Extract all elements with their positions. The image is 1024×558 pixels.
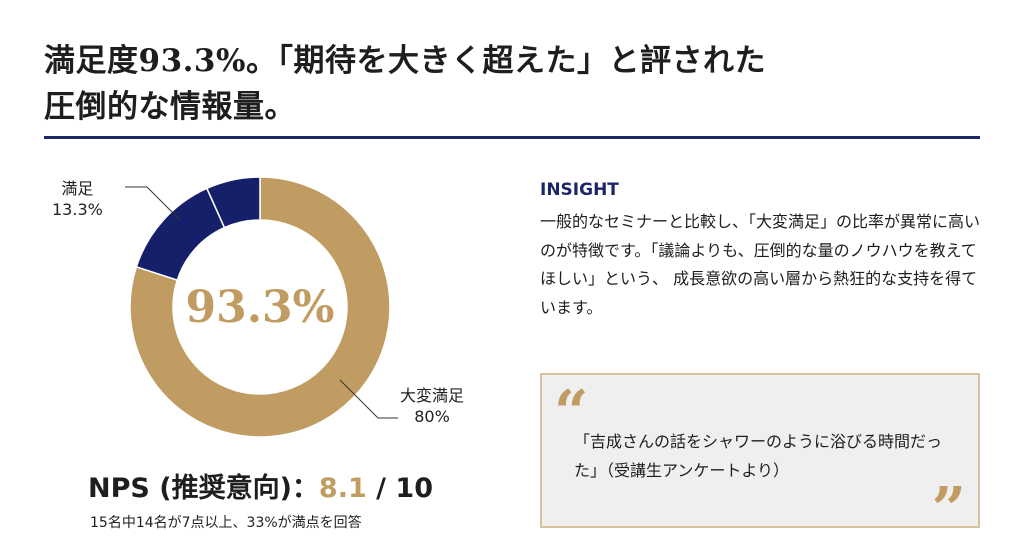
open-quote-icon: “ [554, 378, 589, 448]
nps-score: NPS (推奨意向)：8.1 / 10 [88, 466, 433, 505]
nps-value: 8.1 [318, 473, 367, 504]
nps-max: / 10 [366, 473, 433, 504]
nps-note: 15名中14名が7点以上、33%が満点を回答 [90, 515, 362, 531]
testimonial-box: “ 「吉成さんの話をシャワーのように浴びる時間だった」（受講生アンケートより） … [540, 373, 980, 540]
insight-body: 一般的なセミナーと比較し、「大変満足」の比率が異常に高いのが特徴です。「議論より… [540, 212, 981, 317]
title-line-2: 圧倒的な情報量。 [44, 89, 296, 125]
slice-value: 80% [414, 407, 450, 426]
close-quote-icon: ” [931, 475, 966, 545]
donut-slice-2 [205, 176, 261, 229]
leader-line-very-satisfied [339, 379, 398, 419]
title-line-1: 満足度93.3%。「期待を大きく超えた」と評された [44, 43, 766, 79]
nps-label: NPS (推奨意向)： [88, 473, 319, 504]
donut-slice-0 [129, 176, 391, 438]
slice-label-satisfied: 満足 13.3% [52, 178, 103, 220]
donut-center-value: 93.3% [185, 282, 335, 333]
slice-label-very-satisfied: 大変満足 80% [400, 385, 464, 427]
donut-slice-1 [135, 187, 226, 282]
testimonial-text: 「吉成さんの話をシャワーのように浴びる時間だった」（受講生アンケートより） [574, 432, 943, 480]
leader-line-satisfied [125, 186, 181, 221]
insight-heading: INSIGHT [540, 180, 619, 200]
title-divider [44, 136, 980, 139]
slice-name: 大変満足 [400, 386, 465, 405]
donut-chart [125, 176, 398, 438]
slice-name: 満足 [61, 179, 94, 198]
slice-value: 13.3% [52, 200, 103, 219]
page-title: 満足度93.3%。「期待を大きく超えた」と評された 圧倒的な情報量。 [44, 38, 766, 130]
